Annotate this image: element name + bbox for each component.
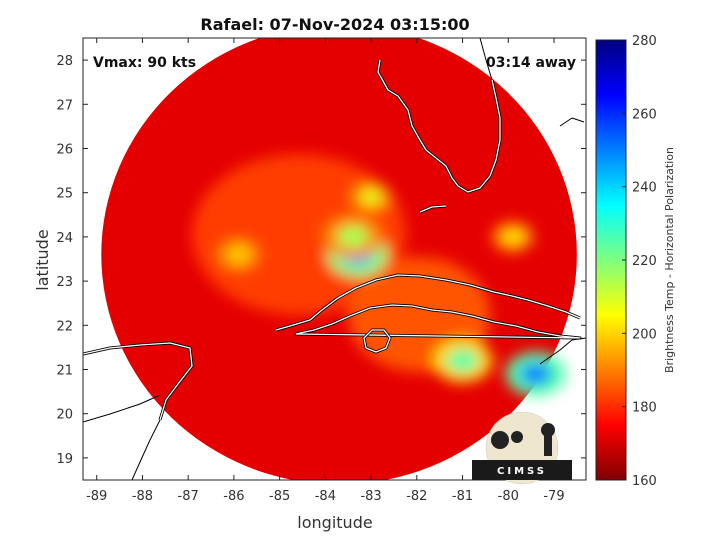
logo-dish-2 — [511, 431, 523, 443]
x-tick-label: -86 — [223, 489, 244, 504]
feature-inner-ring — [336, 225, 369, 248]
border-line — [83, 394, 161, 423]
y-tick-label: 26 — [56, 143, 73, 158]
y-tick-label: 19 — [56, 452, 73, 467]
colorbar-tick-label: 280 — [632, 34, 657, 49]
logo-base — [472, 460, 572, 480]
colorbar — [595, 39, 627, 481]
feature-eastern-cell — [501, 229, 525, 245]
coastlines — [83, 38, 586, 480]
x-tick-label: -89 — [86, 489, 107, 504]
colorbar-tick-label: 160 — [632, 474, 657, 489]
y-tick-label: 24 — [56, 231, 73, 246]
vmax-annotation: Vmax: 90 kts — [93, 55, 196, 71]
logo-text: CIMSS — [497, 466, 547, 477]
y-tick-label: 22 — [56, 319, 73, 334]
x-axis: -89 -88 -87 -86 -85 -84 -83 -82 -81 -80 -79 — [86, 38, 565, 504]
x-axis-label: longitude — [297, 513, 372, 532]
time-away-annotation: 03:14 away — [486, 55, 576, 71]
colorbar-tick-label: 240 — [632, 181, 657, 196]
x-tick-label: -81 — [452, 489, 473, 504]
colorbar-tick-label: 260 — [632, 107, 657, 122]
logo-dish — [491, 431, 509, 449]
isla-juventud — [363, 329, 391, 353]
logo-tower-top — [541, 423, 555, 437]
y-axis: 19 20 21 22 23 24 25 26 27 28 — [56, 54, 586, 467]
colorbar-ticks: 160 180 200 220 240 260 280 — [622, 34, 657, 489]
y-tick-label: 23 — [56, 275, 73, 290]
feature-southern-cell — [446, 349, 479, 372]
logo-tower — [544, 434, 552, 456]
swath-layer — [101, 38, 577, 480]
florida-coast — [377, 59, 501, 193]
x-tick-label: -85 — [269, 489, 290, 504]
y-tick-label: 25 — [56, 187, 73, 202]
x-tick-label: -80 — [498, 489, 519, 504]
x-tick-label: -88 — [132, 489, 153, 504]
y-tick-label: 28 — [56, 54, 73, 69]
y-tick-label: 27 — [56, 98, 73, 113]
keys-coast-white — [419, 205, 447, 213]
y-tick-label: 20 — [56, 408, 73, 423]
y-tick-label: 21 — [56, 364, 73, 379]
yucatan-coast — [83, 342, 193, 421]
x-tick-label: -87 — [178, 489, 199, 504]
cimss-logo: CIMSS — [472, 411, 572, 485]
colorbar-tick-label: 200 — [632, 327, 657, 342]
plot-layer — [83, 38, 586, 480]
cuba-coast — [275, 274, 581, 339]
x-tick-label: -84 — [315, 489, 336, 504]
feature-western-cell — [227, 246, 250, 263]
colorbar-tick-label: 220 — [632, 254, 657, 269]
colorbar-label: Brightness Temp - Horizontal Polarizatio… — [663, 147, 676, 373]
x-tick-label: -83 — [360, 489, 381, 504]
plot-frame — [82, 37, 587, 481]
chart-title: Rafael: 07-Nov-2024 03:15:00 — [200, 15, 469, 34]
atlantic-coast — [479, 38, 586, 365]
swath-features — [192, 154, 566, 396]
yucatan-coast-outer — [131, 419, 161, 480]
x-tick-label: -79 — [543, 489, 564, 504]
feature-north-band — [359, 189, 383, 205]
y-axis-label: latitude — [33, 229, 52, 290]
x-tick-label: -82 — [406, 489, 427, 504]
colorbar-tick-label: 180 — [632, 401, 657, 416]
feature-edge-cell — [519, 362, 552, 385]
